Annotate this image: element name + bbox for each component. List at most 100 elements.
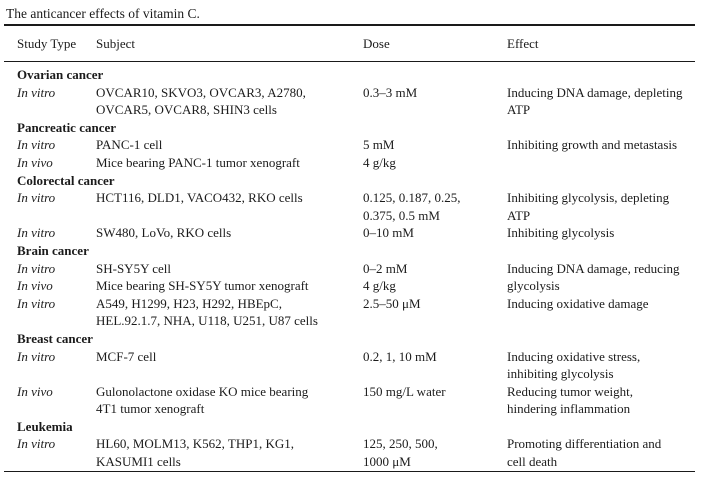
cell-effect-line: cell death xyxy=(507,454,558,470)
cell-study-type: In vitro xyxy=(17,84,96,119)
cell-dose: 2.5–50 μM xyxy=(363,295,507,330)
cell-study-type: In vivo xyxy=(17,277,96,295)
column-header-effect: Effect xyxy=(507,36,539,51)
cell-study-type-line: In vitro xyxy=(17,137,56,153)
cell-subject-line: HEL.92.1.7, NHA, U118, U251, U87 cells xyxy=(96,313,318,329)
table-row: In vitro HCT116, DLD1, VACO432, RKO cells… xyxy=(17,189,697,224)
cell-dose: 0–2 mM xyxy=(363,260,507,278)
section-header: Ovarian cancer xyxy=(17,67,104,82)
cell-subject-line: OVCAR10, SKVO3, OVCAR3, A2780, xyxy=(96,84,306,100)
cell-effect: Reducing tumor weight, hindering inflamma… xyxy=(507,383,697,418)
section-row: Pancreatic cancer xyxy=(17,119,697,137)
column-header-row: Study Type Subject Dose Effect xyxy=(0,26,701,61)
cell-subject: OVCAR10, SKVO3, OVCAR3, A2780, OVCAR5, OV… xyxy=(96,84,363,119)
cell-effect-line: ATP xyxy=(507,102,531,118)
section-row: Breast cancer xyxy=(17,330,697,348)
cell-subject: HCT116, DLD1, VACO432, RKO cells xyxy=(96,189,363,224)
cell-effect-line: ATP xyxy=(507,207,531,223)
cell-effect-line: Promoting differentiation and xyxy=(507,436,662,452)
cell-subject-line: SW480, LoVo, RKO cells xyxy=(96,225,232,241)
cell-effect-line: hindering inflammation xyxy=(507,401,631,417)
cell-dose-line: 2.5–50 μM xyxy=(363,295,421,311)
cell-study-type-line: In vitro xyxy=(17,436,56,452)
cell-subject: SH-SY5Y cell xyxy=(96,260,363,278)
cell-effect: Promoting differentiation and cell death xyxy=(507,435,697,470)
cell-study-type: In vitro xyxy=(17,348,96,383)
cell-study-type: In vitro xyxy=(17,435,96,470)
cell-effect: Inhibiting glycolysis xyxy=(507,224,697,242)
cell-effect-line: Inhibiting glycolysis, depleting xyxy=(507,190,670,206)
table-row: In vitro SH-SY5Y cell 0–2 mM Inducing DNA d… xyxy=(17,260,697,294)
cell-subject-line: HCT116, DLD1, VACO432, RKO cells xyxy=(96,190,303,206)
section-row: Colorectal cancer xyxy=(17,172,697,190)
cell-study-type-line: In vivo xyxy=(17,383,53,399)
cell-dose: 5 mM xyxy=(363,136,507,154)
cell-dose-line: 0.375, 0.5 mM xyxy=(363,207,440,223)
cell-study-type: In vivo xyxy=(17,383,96,418)
cell-study-type-line: In vivo xyxy=(17,278,53,294)
cell-study-type-line: In vitro xyxy=(17,295,56,311)
table-row: In vivo Mice bearing PANC-1 tumor xenogra… xyxy=(17,154,697,172)
table-row: In vitro OVCAR10, SKVO3, OVCAR3, A2780, OV… xyxy=(17,84,697,119)
cell-subject: Mice bearing PANC-1 tumor xenograft xyxy=(96,154,363,172)
cell-study-type: In vitro xyxy=(17,224,96,242)
cell-study-type-line: In vitro xyxy=(17,348,56,364)
cell-subject-line: Mice bearing SH-SY5Y tumor xenograft xyxy=(96,278,309,294)
cell-subject-line: A549, H1299, H23, H292, HBEpC, xyxy=(96,295,282,311)
section-row: Leukemia xyxy=(17,418,697,436)
header-rule xyxy=(4,61,695,62)
cell-effect: Inducing DNA damage, reducing glycolysis xyxy=(507,260,697,295)
column-header-subject: Subject xyxy=(96,36,135,51)
cell-dose-line: 4 g/kg xyxy=(363,278,396,294)
table-row: In vitro MCF-7 cell 0.2, 1, 10 mM Inducing … xyxy=(17,348,697,383)
cell-subject: PANC-1 cell xyxy=(96,136,363,154)
cell-subject-line: KASUMI1 cells xyxy=(96,454,181,470)
cell-effect: Inducing DNA damage, depleting ATP xyxy=(507,84,697,119)
cell-effect-line: Inducing DNA damage, depleting xyxy=(507,84,683,100)
cell-dose: 150 mg/L water xyxy=(363,383,507,418)
cell-dose-line: 0–10 mM xyxy=(363,225,414,241)
cell-effect-line: Reducing tumor weight, xyxy=(507,383,634,399)
cell-study-type: In vitro xyxy=(17,189,96,224)
anticancer-effects-table: Ovarian cancer In vitro OVCAR10, SKVO3, OV… xyxy=(17,66,697,471)
section-header: Breast cancer xyxy=(17,330,93,346)
section-header: Brain cancer xyxy=(17,242,89,258)
section-header: Colorectal cancer xyxy=(17,172,115,188)
cell-dose-line: 1000 μM xyxy=(363,454,411,470)
table-row: In vivo Mice bearing SH-SY5Y tumor xenogr… xyxy=(17,277,697,295)
table-row: In vitro A549, H1299, H23, H292, HBEpC, HE… xyxy=(17,295,697,330)
cell-dose: 0.125, 0.187, 0.25, 0.375, 0.5 mM xyxy=(363,189,507,224)
cell-subject: MCF-7 cell xyxy=(96,348,363,383)
cell-dose-line: 0.125, 0.187, 0.25, xyxy=(363,190,461,206)
cell-effect: Inducing oxidative stress, inhibiting gly… xyxy=(507,348,697,383)
table-row: In vitro HL60, MOLM13, K562, THP1, KG1, KA… xyxy=(17,435,697,470)
cell-effect-line: Inducing DNA damage, reducing xyxy=(507,260,680,276)
table-body: Ovarian cancer In vitro OVCAR10, SKVO3, OV… xyxy=(17,66,697,471)
cell-dose-line: 0–2 mM xyxy=(363,260,408,276)
cell-study-type-line: In vivo xyxy=(17,154,53,170)
cell-effect-line: Inhibiting glycolysis xyxy=(507,225,615,241)
paper-table-page: The anticancer effects of vitamin C. Stu… xyxy=(0,5,701,479)
cell-subject: A549, H1299, H23, H292, HBEpC, HEL.92.1.7… xyxy=(96,295,363,330)
cell-dose: 125, 250, 500, 1000 μM xyxy=(363,435,507,470)
section-header: Pancreatic cancer xyxy=(17,119,117,135)
cell-dose-line: 125, 250, 500, xyxy=(363,436,438,452)
cell-dose: 0–10 mM xyxy=(363,224,507,242)
cell-effect-line: glycolysis xyxy=(507,278,560,294)
table-row: In vivo Gulonolactone oxidase KO mice bea… xyxy=(17,383,697,418)
table-row: In vitro SW480, LoVo, RKO cells 0–10 mM Inh… xyxy=(17,224,697,242)
cell-dose-line: 5 mM xyxy=(363,137,395,153)
cell-effect: Inhibiting glycolysis, depleting ATP xyxy=(507,189,697,224)
cell-study-type: In vitro xyxy=(17,260,96,278)
cell-subject-line: Gulonolactone oxidase KO mice bearing xyxy=(96,383,309,399)
cell-subject: SW480, LoVo, RKO cells xyxy=(96,224,363,242)
cell-dose: 4 g/kg xyxy=(363,154,507,172)
column-header-study-type: Study Type xyxy=(17,36,77,51)
cell-dose-line: 0.3–3 mM xyxy=(363,84,418,100)
cell-study-type-line: In vitro xyxy=(17,225,56,241)
cell-subject-line: 4T1 tumor xenograft xyxy=(96,401,205,417)
cell-subject-line: Mice bearing PANC-1 tumor xenograft xyxy=(96,154,300,170)
cell-effect: Inducing oxidative damage xyxy=(507,295,697,330)
section-header: Leukemia xyxy=(17,418,73,434)
cell-study-type: In vitro xyxy=(17,295,96,330)
